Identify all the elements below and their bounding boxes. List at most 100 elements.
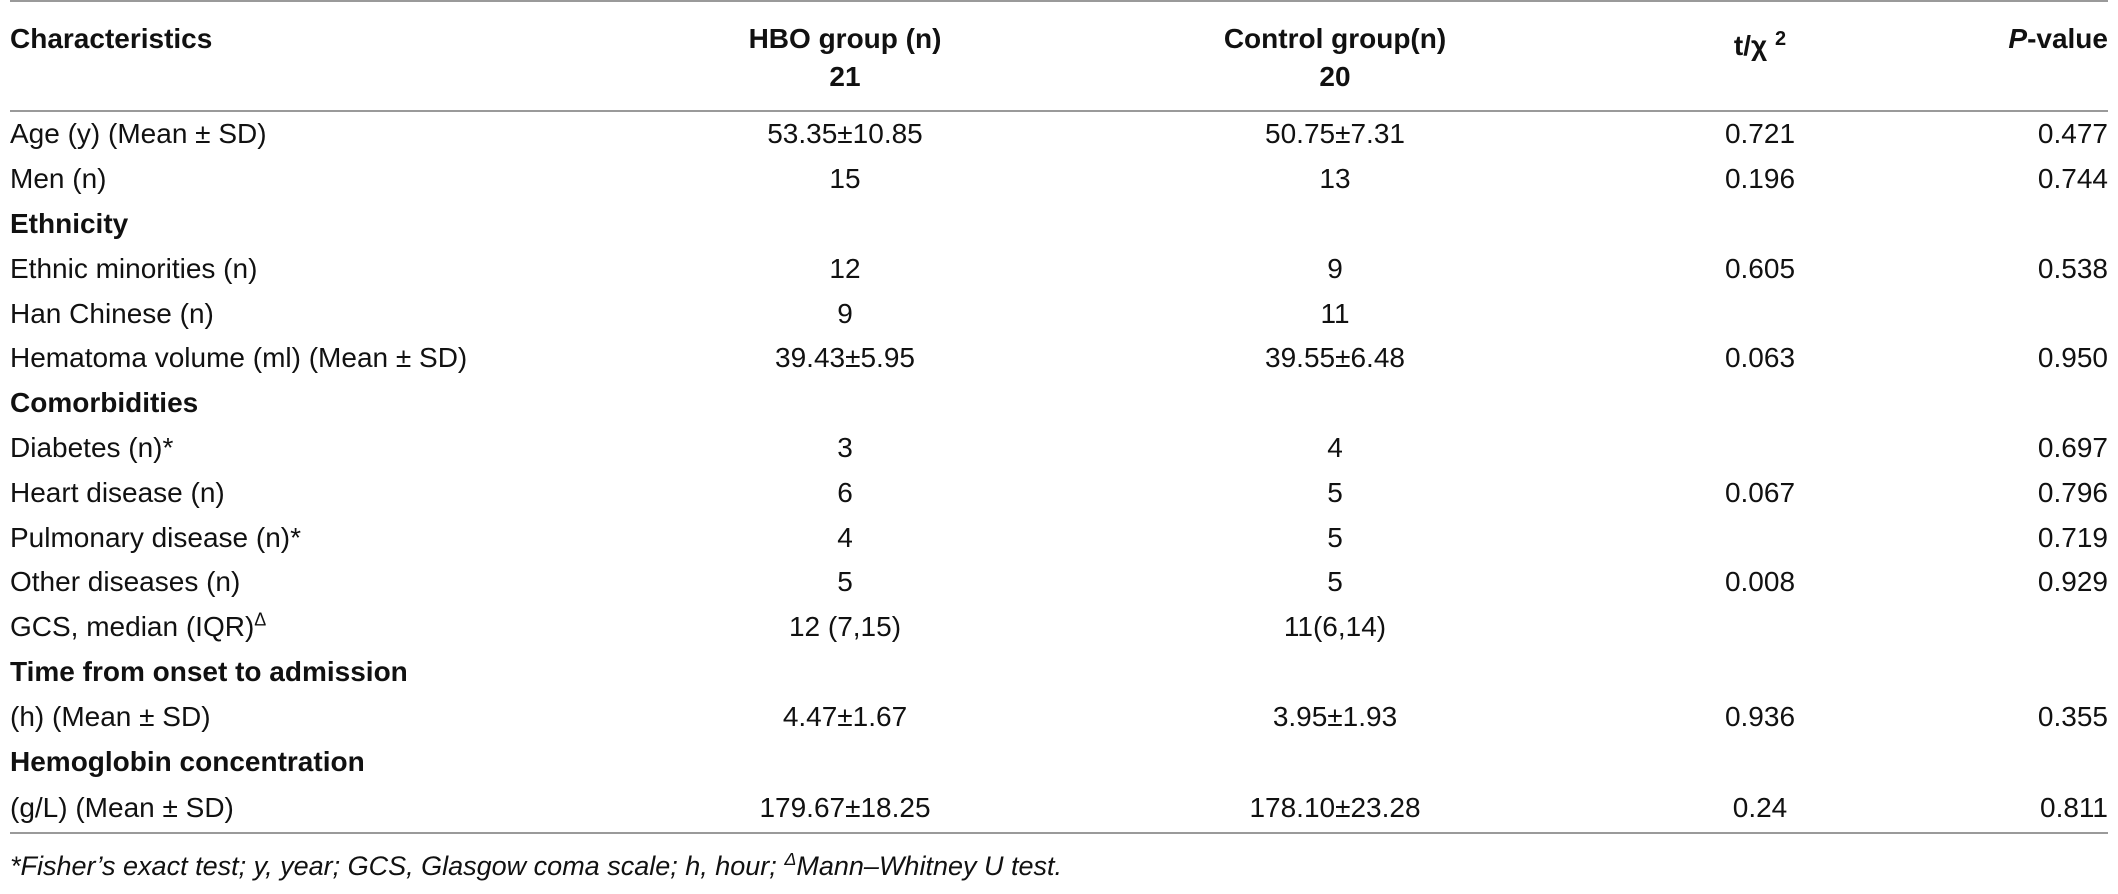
- table-header-row: Characteristics HBO group (n) 21 Control…: [10, 1, 2108, 111]
- row-label-text: GCS, median (IQR): [10, 611, 255, 643]
- row-label: Hematoma volume (ml) (Mean ± SD): [10, 342, 468, 374]
- table-body: Age (y) (Mean ± SD) 53.35±10.85 50.75±7.…: [10, 111, 2108, 833]
- row-stat: 0.063: [1724, 342, 1796, 374]
- row-p: 0.796: [2037, 476, 2108, 508]
- row-stat: 0.721: [1724, 118, 1796, 150]
- row-p: 0.355: [2037, 700, 2108, 732]
- header-hbo-label: HBO group (n): [748, 23, 942, 54]
- row-hbo: 4.47±1.67: [782, 700, 908, 732]
- row-control: 11: [1320, 297, 1350, 329]
- row-stat: 0.24: [1732, 791, 1788, 823]
- footnote-delta-superscript: Δ: [784, 848, 797, 869]
- table-row: Pulmonary disease (n)* 4 5 0.719: [10, 515, 2108, 560]
- row-hbo: 12 (7,15): [788, 611, 902, 643]
- row-control: 39.55±6.48: [1265, 342, 1405, 374]
- row-control: 50.75±7.31: [1265, 118, 1405, 150]
- row-control: 5: [1327, 476, 1343, 508]
- row-p: 0.744: [2037, 163, 2108, 195]
- table-row: Diabetes (n)* 3 4 0.697: [10, 426, 2108, 471]
- row-control: 178.10±23.28: [1249, 791, 1421, 823]
- table-section-row: Hemoglobin concentration: [10, 739, 2108, 784]
- row-p: 0.697: [2037, 431, 2108, 463]
- section-label: Hemoglobin concentration: [10, 745, 365, 777]
- table-row: Ethnic minorities (n) 12 9 0.605 0.538: [10, 246, 2108, 291]
- row-label: Men (n): [10, 163, 107, 195]
- table-row: Heart disease (n) 6 5 0.067 0.796: [10, 470, 2108, 515]
- table-row: Men (n) 15 13 0.196 0.744: [10, 157, 2108, 202]
- row-hbo: [650, 650, 1040, 695]
- header-hbo-group: HBO group (n) 21: [650, 1, 1040, 111]
- table-footnote: *Fisher’s exact test; y, year; GCS, Glas…: [10, 848, 2108, 884]
- row-label: Han Chinese (n): [10, 297, 214, 329]
- section-label: Time from onset to admission: [10, 655, 408, 687]
- footnote-text-after: Mann–Whitney U test.: [796, 850, 1063, 881]
- row-hbo: 4: [837, 521, 853, 553]
- row-stat: [1630, 291, 1890, 336]
- row-p: [1890, 291, 2108, 336]
- row-p: [1890, 650, 2108, 695]
- row-label: Heart disease (n): [10, 476, 225, 508]
- row-stat: [1630, 650, 1890, 695]
- row-control: 4: [1327, 431, 1343, 463]
- row-label: Other diseases (n): [10, 566, 241, 598]
- table-section-row: Ethnicity: [10, 202, 2108, 247]
- row-stat: [1630, 426, 1890, 471]
- table-section-row: Time from onset to admission: [10, 650, 2108, 695]
- row-stat: 0.067: [1724, 476, 1796, 508]
- section-label: Ethnicity: [10, 207, 129, 239]
- row-p: [1890, 739, 2108, 784]
- row-stat: 0.936: [1724, 700, 1796, 732]
- header-hbo-n: 21: [829, 61, 861, 92]
- table-section-row: Comorbidities: [10, 381, 2108, 426]
- row-p: 0.950: [2037, 342, 2108, 374]
- row-p: 0.477: [2037, 118, 2108, 150]
- row-hbo: 39.43±5.95: [775, 342, 915, 374]
- row-stat: [1630, 605, 1890, 650]
- row-hbo: 12: [829, 252, 861, 284]
- header-statistic: t/χ 2: [1630, 1, 1890, 111]
- row-stat: [1630, 202, 1890, 247]
- row-stat: [1630, 381, 1890, 426]
- row-control: [1040, 202, 1630, 247]
- row-hbo: 15: [829, 163, 861, 195]
- row-stat: [1630, 739, 1890, 784]
- table-row: (h) (Mean ± SD) 4.47±1.67 3.95±1.93 0.93…: [10, 694, 2108, 739]
- row-control: 5: [1327, 566, 1343, 598]
- row-p: 0.719: [2037, 521, 2108, 553]
- row-p: 0.538: [2037, 252, 2108, 284]
- row-hbo: 9: [837, 297, 853, 329]
- table-row: Age (y) (Mean ± SD) 53.35±10.85 50.75±7.…: [10, 111, 2108, 157]
- row-p: 0.811: [2040, 791, 2108, 823]
- row-label: (g/L) (Mean ± SD): [10, 791, 234, 823]
- row-hbo: 179.67±18.25: [759, 791, 931, 823]
- row-stat: 0.008: [1724, 566, 1796, 598]
- table-row: GCS, median (IQR)Δ 12 (7,15) 11(6,14): [10, 605, 2108, 650]
- footnote-text-before: *Fisher’s exact test; y, year; GCS, Glas…: [10, 850, 785, 881]
- table-row: Other diseases (n) 5 5 0.008 0.929: [10, 560, 2108, 605]
- table-row: (g/L) (Mean ± SD) 179.67±18.25 178.10±23…: [10, 784, 2108, 833]
- row-control: [1040, 381, 1630, 426]
- characteristics-table: Characteristics HBO group (n) 21 Control…: [10, 0, 2108, 834]
- row-label: Ethnic minorities (n): [10, 252, 258, 284]
- row-control: [1040, 739, 1630, 784]
- row-hbo: 5: [837, 566, 853, 598]
- row-p: [1890, 605, 2108, 650]
- row-control: 3.95±1.93: [1272, 700, 1398, 732]
- row-hbo: 53.35±10.85: [767, 118, 923, 150]
- row-label: Diabetes (n)*: [10, 431, 174, 463]
- table-row: Han Chinese (n) 9 11: [10, 291, 2108, 336]
- header-stat-label: t/χ: [1733, 30, 1768, 61]
- row-control: 5: [1327, 521, 1343, 553]
- row-hbo: 6: [837, 476, 853, 508]
- row-control: 11(6,14): [1283, 611, 1387, 643]
- section-label: Comorbidities: [10, 387, 199, 419]
- delta-superscript: Δ: [254, 609, 267, 630]
- header-control-n: 20: [1319, 61, 1351, 92]
- row-stat: 0.605: [1724, 252, 1796, 284]
- row-control: 13: [1319, 163, 1351, 195]
- header-p-value: P-value: [1890, 1, 2108, 111]
- header-p-italic: P: [2008, 23, 2028, 54]
- row-label: Pulmonary disease (n)*: [10, 521, 302, 553]
- row-hbo: [650, 739, 1040, 784]
